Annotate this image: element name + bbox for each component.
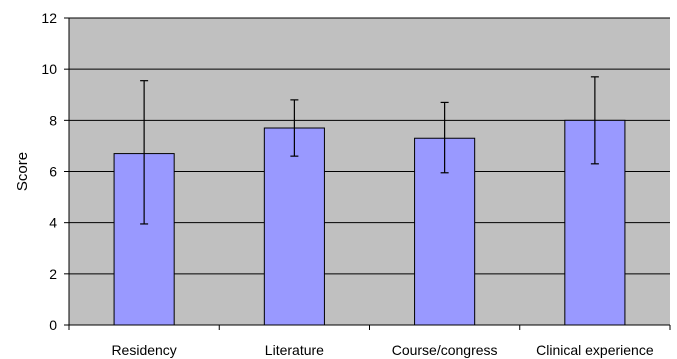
x-category-label: Clinical experience (536, 342, 654, 358)
y-tick-label: 0 (49, 317, 57, 333)
x-category-labels: Residency Literature Course/congress Clinic… (111, 342, 653, 358)
y-tick-label: 8 (49, 112, 57, 128)
error-bars (140, 76, 599, 225)
x-category-label: Literature (265, 342, 324, 358)
x-category-label: Residency (111, 342, 176, 358)
y-tick-label: 4 (49, 215, 57, 231)
y-tick-label: 6 (49, 164, 57, 180)
y-axis-title: Score (14, 152, 31, 191)
y-tick-label: 2 (49, 266, 57, 282)
x-category-label: Course/congress (392, 342, 498, 358)
bar (263, 127, 325, 326)
y-tick-label: 10 (41, 61, 57, 77)
y-tick-label: 12 (41, 10, 57, 26)
axes (64, 17, 671, 330)
y-tick-labels: 0 2 4 6 8 10 12 (41, 10, 57, 333)
